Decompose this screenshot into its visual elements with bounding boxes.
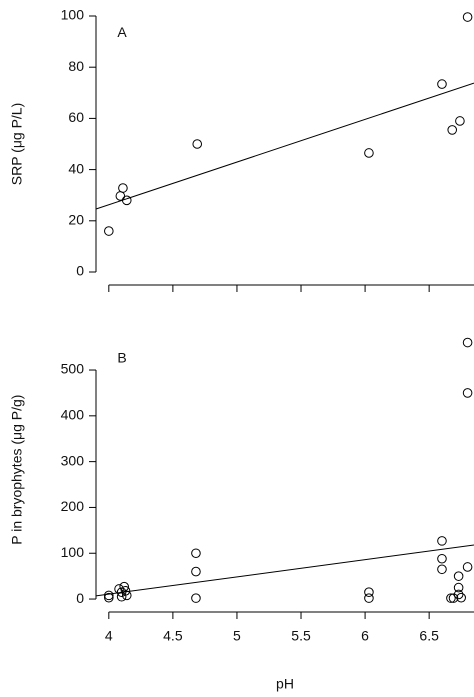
point xyxy=(192,139,203,149)
y-tick-label: 500 xyxy=(61,361,85,377)
point xyxy=(118,183,128,193)
y-tick-label: 0 xyxy=(76,263,84,279)
panel-label: B xyxy=(117,350,126,366)
point xyxy=(447,125,458,135)
y-tick-label: 80 xyxy=(68,58,84,74)
point xyxy=(455,116,465,126)
y-tick-label: 200 xyxy=(61,498,85,514)
fit-line xyxy=(95,544,474,597)
point xyxy=(462,388,473,398)
point xyxy=(462,337,473,348)
y-tick-label: 40 xyxy=(68,160,84,176)
point xyxy=(437,536,447,546)
point xyxy=(119,581,129,592)
point xyxy=(104,226,114,236)
x-tick-label: 4 xyxy=(105,628,113,644)
point xyxy=(364,593,374,603)
point xyxy=(437,553,447,564)
point xyxy=(104,592,114,603)
y-axis-label: P in bryophytes (μg P/g) xyxy=(9,395,25,545)
point xyxy=(446,593,456,603)
y-tick-label: 100 xyxy=(61,544,85,560)
point xyxy=(191,566,201,577)
panel-label: A xyxy=(117,24,127,40)
point xyxy=(437,79,447,89)
point xyxy=(121,590,132,601)
point xyxy=(364,148,374,158)
point xyxy=(453,571,464,581)
x-tick-label: 5 xyxy=(233,628,241,644)
y-axis-label: SRP (μg P/L) xyxy=(9,103,25,186)
point xyxy=(364,587,374,597)
point xyxy=(191,548,201,559)
fit-line xyxy=(95,82,474,210)
y-tick-label: 300 xyxy=(61,452,85,468)
y-tick-label: 400 xyxy=(61,407,85,423)
y-tick-label: 60 xyxy=(68,109,84,125)
x-tick-label: 4.5 xyxy=(163,628,183,644)
point xyxy=(437,564,447,575)
x-tick-label: 6.5 xyxy=(419,628,439,644)
point xyxy=(453,582,464,593)
y-tick-label: 0 xyxy=(76,590,84,606)
point xyxy=(462,562,473,572)
x-tick-label: 5.5 xyxy=(291,628,311,644)
point xyxy=(191,593,201,603)
x-axis-label: pH xyxy=(276,676,294,692)
point xyxy=(462,12,473,22)
point xyxy=(453,589,464,600)
point xyxy=(104,590,114,601)
y-tick-label: 100 xyxy=(61,7,85,23)
x-tick-label: 6 xyxy=(361,628,369,644)
point xyxy=(115,191,126,201)
y-tick-label: 20 xyxy=(68,212,84,228)
point xyxy=(448,593,459,603)
point xyxy=(456,592,466,603)
